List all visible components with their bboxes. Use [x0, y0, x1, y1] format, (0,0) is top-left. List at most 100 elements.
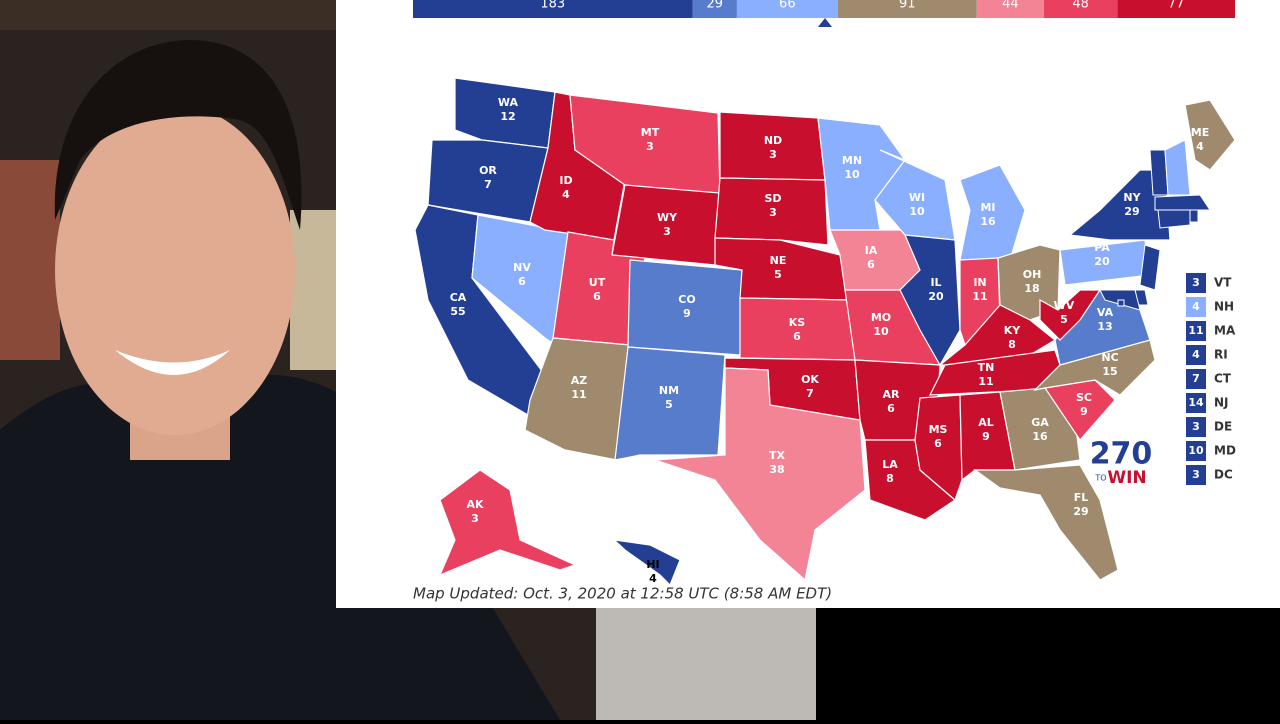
small-state: [1189, 209, 1199, 223]
state-abbr: IA: [865, 244, 878, 257]
legend-swatch: [1186, 273, 1206, 293]
legend-abbr: NH: [1214, 300, 1234, 314]
state-abbr: AZ: [571, 374, 588, 387]
state-ev: 20: [928, 290, 944, 303]
legend-ev: 11: [1188, 324, 1203, 337]
state-ev: 16: [1032, 430, 1048, 443]
state-ev: 6: [593, 290, 601, 303]
state-abbr: OH: [1023, 268, 1042, 281]
logo-number: 270: [1090, 437, 1153, 472]
state-ev: 7: [484, 178, 492, 191]
legend-swatch: [1186, 393, 1206, 413]
bar-segment: [692, 0, 737, 18]
state-abbr: MO: [871, 311, 891, 324]
state-abbr: HI: [646, 558, 659, 571]
state-ev: 29: [1073, 505, 1088, 518]
state-ev: 9: [982, 430, 990, 443]
state-abbr: MT: [641, 126, 660, 139]
state-ev: 4: [562, 188, 570, 201]
state-abbr: FL: [1074, 491, 1089, 504]
state-abbr: GA: [1031, 416, 1049, 429]
state: [597, 524, 681, 587]
legend-ev: 4: [1192, 348, 1200, 361]
legend-ev: 10: [1188, 444, 1204, 457]
state-ev: 11: [978, 375, 993, 388]
state-abbr: IN: [973, 276, 986, 289]
state-ev: 3: [646, 140, 654, 153]
state-ev: 3: [769, 206, 777, 219]
state-ev: 5: [1060, 313, 1068, 326]
state-abbr: LA: [882, 458, 898, 471]
shirt: [0, 375, 560, 720]
bar-value: 66: [779, 0, 796, 12]
small-state: [1117, 299, 1125, 307]
state-abbr: OR: [479, 164, 497, 177]
state: [817, 117, 906, 231]
state-abbr: CO: [678, 293, 695, 306]
state-abbr: NY: [1123, 191, 1141, 204]
state-ev: 13: [1097, 320, 1112, 333]
state-abbr: NC: [1101, 351, 1118, 364]
state-ev: 3: [769, 148, 777, 161]
bar-segment: [736, 0, 838, 18]
state-ev: 10: [909, 205, 925, 218]
legend-swatch: [1186, 417, 1206, 437]
state-abbr: NE: [770, 254, 787, 267]
state-abbr: SC: [1076, 391, 1092, 404]
state-abbr: WY: [657, 211, 678, 224]
state-ev: 12: [500, 110, 515, 123]
legend-ev: 3: [1192, 276, 1200, 289]
state: [714, 177, 829, 246]
books: [0, 160, 60, 360]
midpoint-marker: [818, 18, 832, 27]
small-state: [1164, 139, 1191, 196]
state-abbr: KS: [789, 316, 806, 329]
bar-segment: [413, 0, 693, 18]
bar-segment: [1044, 0, 1118, 18]
state-abbr: ID: [559, 174, 572, 187]
state: [973, 464, 1119, 581]
legend-ev: 14: [1188, 396, 1204, 409]
state-ev: 16: [980, 215, 996, 228]
state-abbr: AL: [978, 416, 994, 429]
small-state-legend: 3 VT 4 NH 11 MA 4 RI 7 CT 14 NJ 3 DE 10 MD 3 DC: [1186, 273, 1236, 485]
legend-ev: 3: [1192, 468, 1200, 481]
logo-to: TO: [1094, 474, 1106, 483]
logo-win: WIN: [1107, 468, 1146, 488]
hair: [54, 40, 302, 230]
state-abbr: VA: [1097, 306, 1114, 319]
state-ev: 5: [774, 268, 782, 281]
state-ev: 6: [793, 330, 801, 343]
bar-value: 48: [1072, 0, 1089, 12]
legend-ev: 7: [1192, 372, 1200, 385]
state: [739, 297, 856, 361]
legend-abbr: DC: [1214, 468, 1233, 482]
legend-swatch: [1186, 465, 1206, 485]
legend-swatch: [1186, 297, 1206, 317]
state-ev: 11: [972, 290, 987, 303]
legend-swatch: [1186, 369, 1206, 389]
bar-segment: [837, 0, 977, 18]
state-abbr: UT: [589, 276, 606, 289]
bar-value: 91: [899, 0, 916, 12]
state-abbr: AK: [466, 498, 484, 511]
state-abbr: WI: [909, 191, 925, 204]
small-state: [1154, 194, 1211, 211]
state-ev: 10: [873, 325, 889, 338]
state-abbr: AR: [883, 388, 901, 401]
face: [55, 105, 295, 435]
bar-segment: [976, 0, 1045, 18]
legend-abbr: CT: [1214, 372, 1232, 386]
state-ev: 3: [663, 225, 671, 238]
map-updated: Map Updated: Oct. 3, 2020 at 12:58 UTC (…: [413, 585, 832, 603]
legend-swatch: [1186, 345, 1206, 365]
state-ev: 15: [1102, 365, 1117, 378]
bar-segment: [1117, 0, 1235, 18]
bar-value: 29: [706, 0, 723, 12]
state-abbr: TN: [978, 361, 995, 374]
state-abbr: KY: [1004, 324, 1022, 337]
legend-abbr: DE: [1214, 420, 1232, 434]
smile: [115, 350, 230, 375]
bar-value: 77: [1168, 0, 1185, 12]
